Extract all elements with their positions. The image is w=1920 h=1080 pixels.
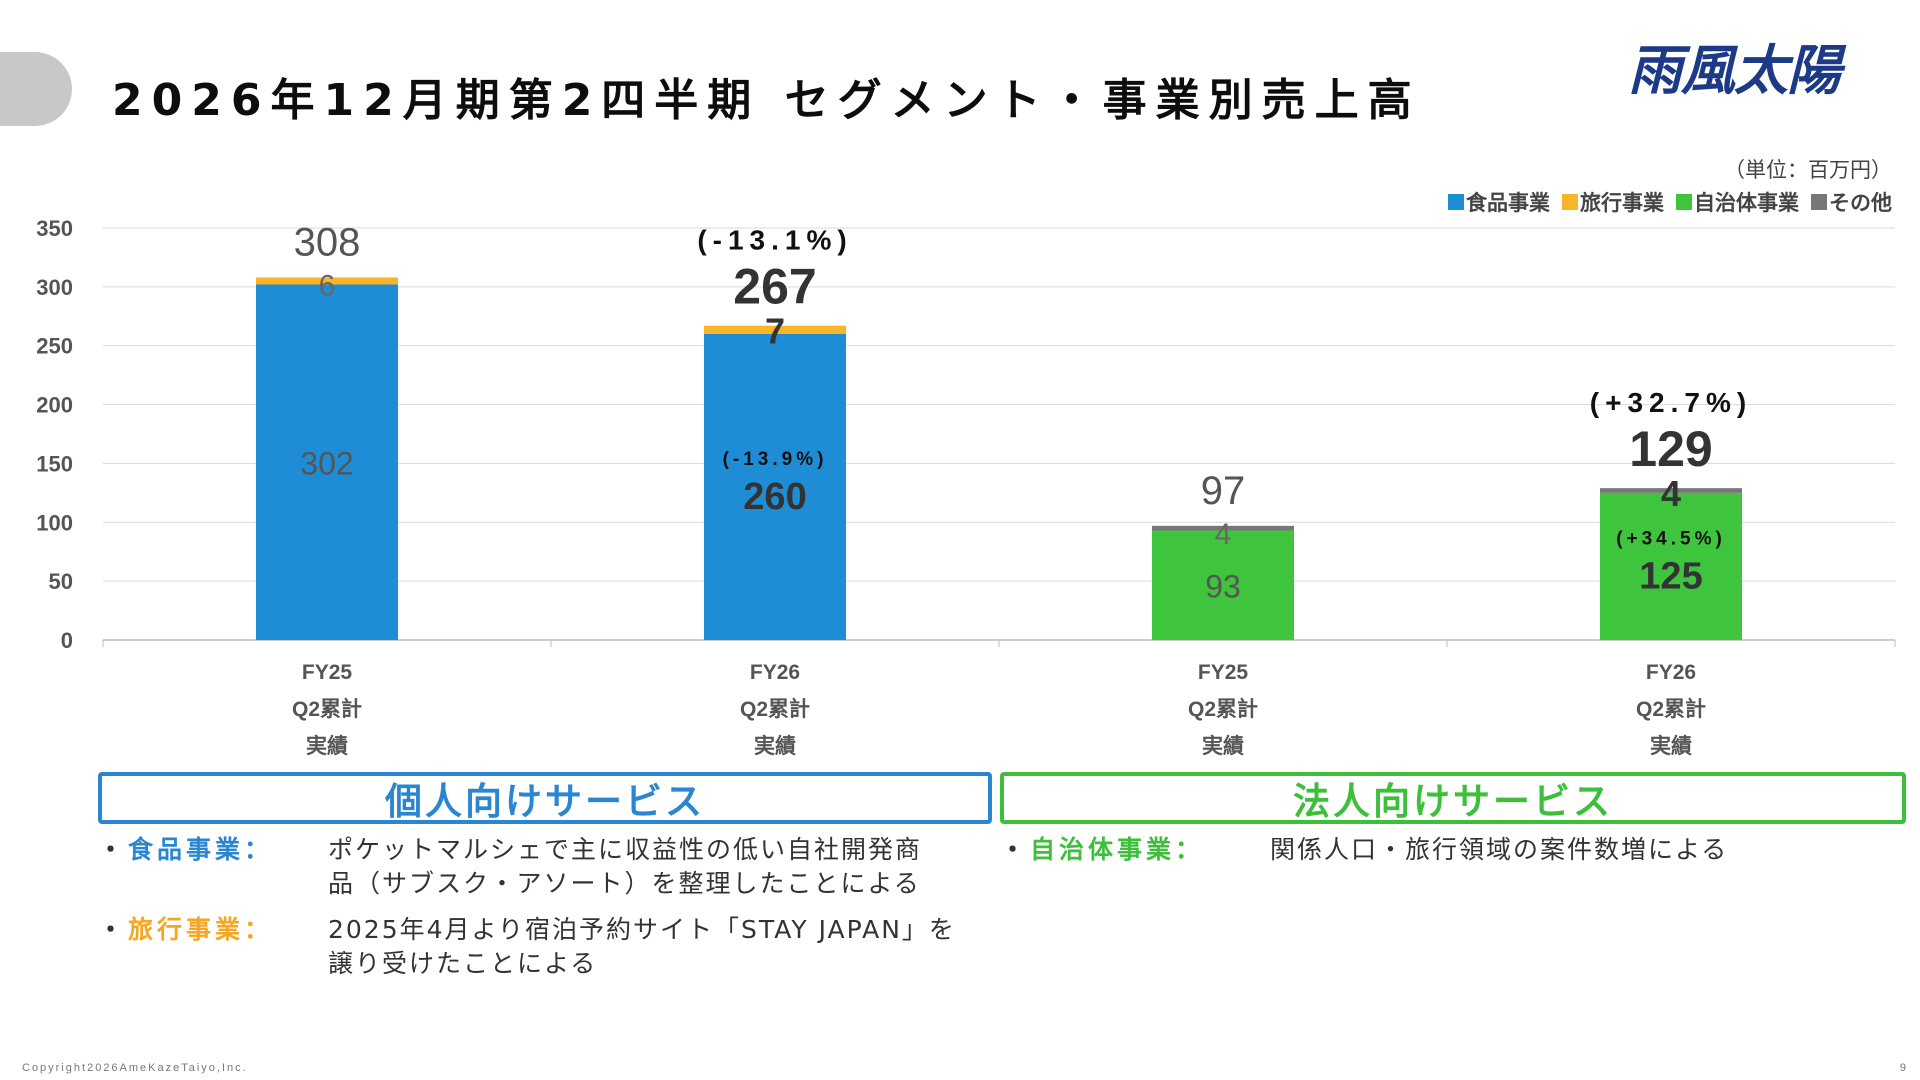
segment-change-label: (-13.9%) xyxy=(723,449,828,470)
x-category-label: FY25 Q2累計実績 xyxy=(217,654,437,765)
y-tick-label: 100 xyxy=(36,510,73,535)
legend-item-other: その他 xyxy=(1811,187,1892,217)
data-label: 302 xyxy=(300,445,353,481)
chart-legend: 食品事業 旅行事業 自治体事業 その他 xyxy=(1448,187,1892,217)
note-text-municipal: 関係人口・旅行領域の案件数増による xyxy=(1270,833,1728,867)
page-title: 2026年12月期第2四半期 セグメント・事業別売上高 xyxy=(112,75,1421,126)
note-bullet: ・ xyxy=(1000,835,1026,864)
note-label-food: 食品事業： xyxy=(128,835,274,864)
note-bullet: ・ xyxy=(98,915,124,944)
x-category-line: 実績 xyxy=(1650,735,1692,758)
y-tick-label: 350 xyxy=(36,216,73,241)
x-category-line: FY26 xyxy=(1645,661,1697,684)
note-label-municipal: 自治体事業： xyxy=(1030,835,1205,864)
bar-segment xyxy=(256,284,398,640)
note-food: ・ 食品事業： ポケットマルシェで主に収益性の低い自社開発商 品（サブスク・アソ… xyxy=(98,833,922,901)
note-text-food: ポケットマルシェで主に収益性の低い自社開発商 品（サブスク・アソート）を整理した… xyxy=(328,833,922,901)
copyright-footer: Copyright2026AmeKazeTaiyo,Inc. xyxy=(22,1062,248,1074)
y-tick-label: 50 xyxy=(49,569,73,594)
x-category-line: Q2累計 xyxy=(291,698,362,721)
x-category-line: Q2累計 xyxy=(1187,698,1258,721)
x-category-line: 実績 xyxy=(306,735,348,758)
personal-services-header: 個人向けサービス xyxy=(98,772,992,824)
total-label: 267 xyxy=(733,259,816,315)
total-label: 97 xyxy=(1201,469,1246,513)
x-category-label: FY26 Q2累計実績 xyxy=(665,654,885,765)
y-tick-label: 0 xyxy=(61,628,73,653)
data-label: 93 xyxy=(1205,568,1241,604)
total-change-label: (-13.1%) xyxy=(697,225,852,256)
legend-label-other: その他 xyxy=(1829,192,1892,215)
legend-swatch-municipal xyxy=(1676,194,1692,210)
total-label: 129 xyxy=(1629,421,1712,477)
legend-swatch-travel xyxy=(1562,194,1578,210)
corporate-services-header: 法人向けサービス xyxy=(1000,772,1906,824)
note-text-line: 関係人口・旅行領域の案件数増による xyxy=(1270,835,1729,864)
note-text-line: ポケットマルシェで主に収益性の低い自社開発商 xyxy=(328,835,923,864)
bar-segment xyxy=(1600,492,1742,640)
note-bullet: ・ xyxy=(98,835,124,864)
page-number: 9 xyxy=(1899,1062,1906,1074)
y-tick-label: 200 xyxy=(36,393,73,418)
bar-segment xyxy=(1600,488,1742,493)
data-label: 125 xyxy=(1639,555,1702,597)
note-text-travel: 2025年4月より宿泊予約サイト「STAY JAPAN」を 譲り受けたことによる xyxy=(328,913,956,981)
bar-segment xyxy=(704,333,846,640)
x-category-line: Q2累計 xyxy=(739,698,810,721)
total-change-label: (+32.7%) xyxy=(1590,387,1752,418)
legend-label-food: 食品事業 xyxy=(1466,192,1550,215)
y-tick-label: 250 xyxy=(36,334,73,359)
bar-segment xyxy=(1152,525,1294,531)
note-municipal: ・ 自治体事業： 関係人口・旅行領域の案件数増による xyxy=(1000,833,1728,867)
x-category-line: 実績 xyxy=(754,735,796,758)
data-label: 7 xyxy=(765,311,785,352)
bar-segment xyxy=(256,277,398,285)
note-text-line: 2025年4月より宿泊予約サイト「STAY JAPAN」を xyxy=(328,915,956,944)
bar-segment xyxy=(704,325,846,334)
company-logo: 雨風太陽 xyxy=(1628,38,1841,102)
legend-swatch-food xyxy=(1448,194,1464,210)
note-travel: ・ 旅行事業： 2025年4月より宿泊予約サイト「STAY JAPAN」を 譲り… xyxy=(98,913,956,981)
y-tick-label: 150 xyxy=(36,451,73,476)
legend-item-food: 食品事業 xyxy=(1448,187,1550,217)
x-category-label: FY26 Q2累計実績 xyxy=(1561,654,1781,765)
note-label-travel: 旅行事業： xyxy=(128,915,274,944)
legend-item-travel: 旅行事業 xyxy=(1562,187,1664,217)
x-category-line: Q2累計 xyxy=(1635,698,1706,721)
x-category-line: 実績 xyxy=(1202,735,1244,758)
note-text-line: 品（サブスク・アソート）を整理したことによる xyxy=(328,869,921,898)
y-tick-label: 300 xyxy=(36,275,73,300)
legend-label-municipal: 自治体事業 xyxy=(1694,192,1799,215)
x-category-line: FY26 xyxy=(749,661,801,684)
legend-item-municipal: 自治体事業 xyxy=(1676,187,1799,217)
note-text-line: 譲り受けたことによる xyxy=(328,949,598,978)
segment-change-label: (+34.5%) xyxy=(1616,528,1726,549)
unit-label: （単位：百万円） xyxy=(1724,159,1892,182)
x-category-label: FY25 Q2累計実績 xyxy=(1113,654,1333,765)
total-label: 308 xyxy=(294,220,361,264)
data-label: 4 xyxy=(1215,518,1232,551)
x-category-line: FY25 xyxy=(301,661,353,684)
data-label: 6 xyxy=(319,269,336,302)
legend-label-travel: 旅行事業 xyxy=(1580,192,1664,215)
bar-segment xyxy=(1152,530,1294,640)
x-category-line: FY25 xyxy=(1197,661,1249,684)
data-label: 260 xyxy=(743,476,806,518)
segment-sales-chart: 0 50 100 150 200 250 300 350 302 6 308 (-13.9%) 260 7… xyxy=(36,216,1896,653)
title-tab-decoration xyxy=(0,52,72,126)
legend-swatch-other xyxy=(1811,194,1827,210)
data-label: 4 xyxy=(1661,473,1681,514)
